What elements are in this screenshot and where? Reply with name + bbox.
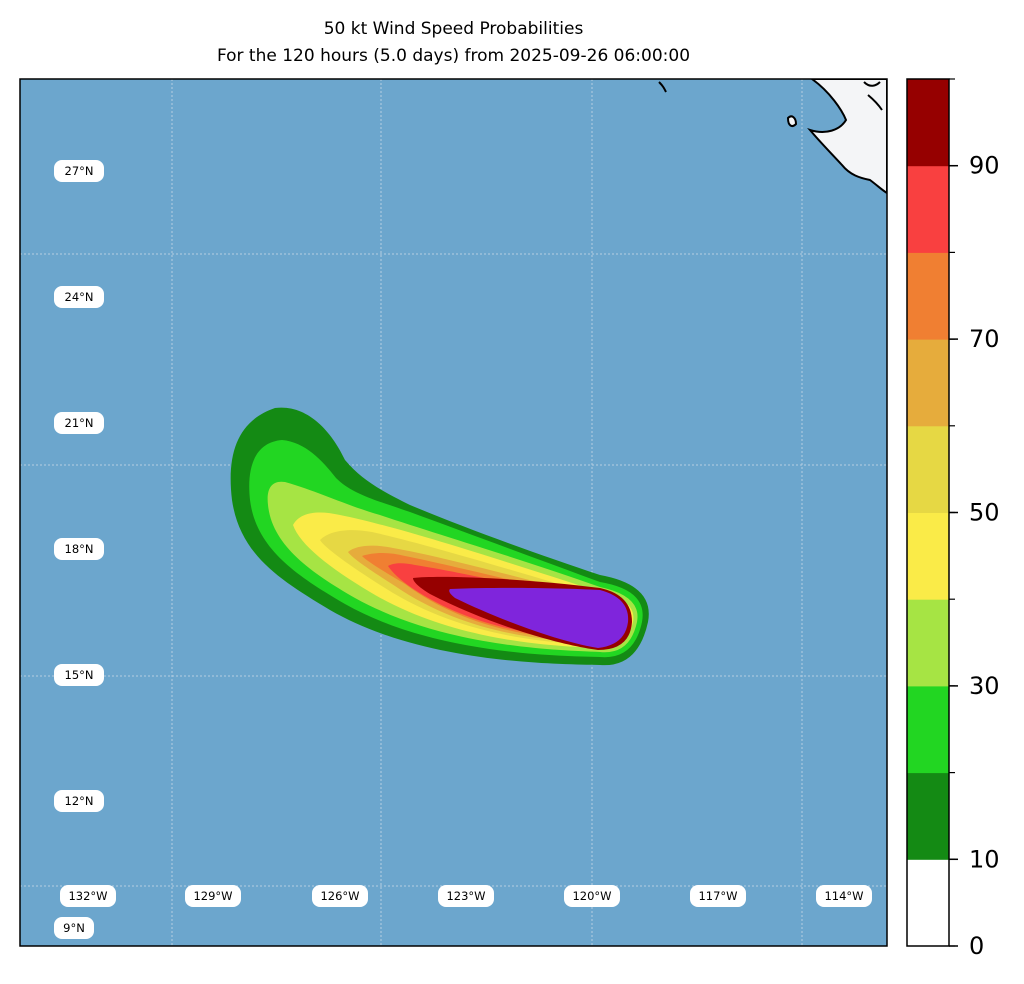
- lon-label: 114°W: [816, 885, 872, 907]
- svg-text:9°N: 9°N: [63, 921, 85, 935]
- lon-label: 117°W: [690, 885, 746, 907]
- colorbar-segment: [907, 252, 949, 340]
- svg-text:27°N: 27°N: [65, 164, 94, 178]
- coastline-land: [807, 79, 887, 195]
- island: [786, 115, 798, 127]
- colorbar-segment: [907, 165, 949, 253]
- colorbar-segment: [907, 512, 949, 600]
- colorbar: 0 10 30 50 70 90: [906, 78, 1000, 960]
- svg-text:132°W: 132°W: [68, 889, 107, 903]
- colorbar-segment: [907, 859, 949, 947]
- svg-text:21°N: 21°N: [65, 416, 94, 430]
- svg-text:12°N: 12°N: [65, 794, 94, 808]
- lon-label: 132°W: [60, 885, 116, 907]
- svg-text:123°W: 123°W: [446, 889, 485, 903]
- colorbar-segment: [907, 685, 949, 774]
- lat-label: 15°N: [54, 664, 104, 686]
- colorbar-tick-label: 50: [969, 499, 1000, 527]
- lat-label: 21°N: [54, 412, 104, 434]
- svg-text:120°W: 120°W: [572, 889, 611, 903]
- svg-text:15°N: 15°N: [65, 668, 94, 682]
- lat-label: 27°N: [54, 160, 104, 182]
- island: [658, 81, 667, 93]
- lon-label: 123°W: [438, 885, 494, 907]
- map-frame: [19, 78, 888, 947]
- lat-label: 18°N: [54, 538, 104, 560]
- colorbar-tick-label: 90: [969, 152, 1000, 180]
- latitude-labels: 27°N 24°N 21°N 18°N 15°N 12°N 9°N: [54, 160, 104, 939]
- svg-text:117°W: 117°W: [698, 889, 737, 903]
- colorbar-tick-label: 10: [969, 845, 1000, 873]
- probability-swath: [230, 407, 649, 666]
- chart-subtitle: For the 120 hours (5.0 days) from 2025-0…: [216, 46, 691, 66]
- svg-text:18°N: 18°N: [65, 542, 94, 556]
- colorbar-segment: [907, 425, 949, 513]
- ocean-area: [20, 79, 887, 946]
- colorbar-segment: [907, 599, 949, 687]
- coast-detail: [863, 81, 883, 111]
- svg-text:114°W: 114°W: [824, 889, 863, 903]
- lat-label: 24°N: [54, 286, 104, 308]
- colorbar-segment: [907, 772, 949, 860]
- colorbar-segment: [907, 79, 949, 167]
- svg-text:126°W: 126°W: [320, 889, 359, 903]
- lon-label: 129°W: [185, 885, 241, 907]
- lon-label: 120°W: [564, 885, 620, 907]
- colorbar-segment: [907, 339, 949, 427]
- lat-label: 12°N: [54, 790, 104, 812]
- lon-label: 126°W: [312, 885, 368, 907]
- svg-text:129°W: 129°W: [193, 889, 232, 903]
- chart-title: 50 kt Wind Speed Probabilities: [323, 19, 584, 39]
- lat-label: 9°N: [54, 917, 94, 939]
- colorbar-tick-label: 0: [969, 932, 984, 960]
- band-100: [449, 587, 629, 648]
- colorbar-tick-label: 30: [969, 672, 1000, 700]
- colorbar-tick-label: 70: [969, 325, 1000, 353]
- longitude-labels: 132°W 129°W 126°W 123°W 120°W 117°W 114°…: [60, 885, 872, 907]
- svg-text:24°N: 24°N: [65, 290, 94, 304]
